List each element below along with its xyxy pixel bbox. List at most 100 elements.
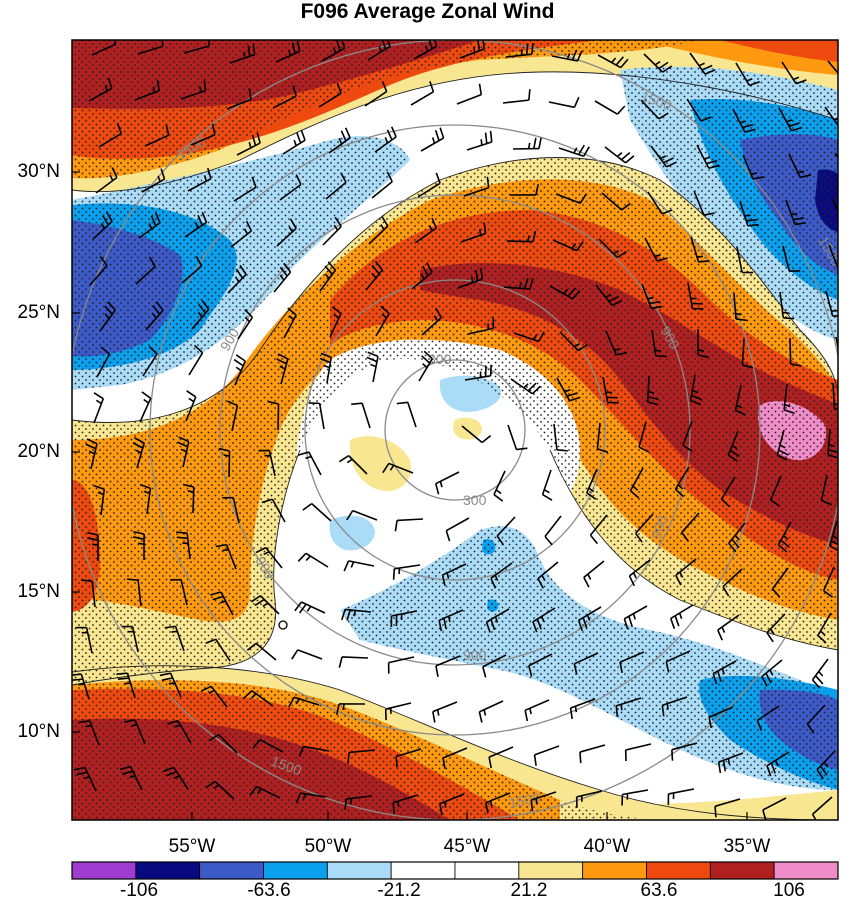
colorbar-label: 106 xyxy=(749,880,829,902)
wind-field: 300 300 900 900 900 900 900 1500 1500 15… xyxy=(65,33,855,823)
wind-barb-feather xyxy=(746,220,757,221)
colorbar-swatch xyxy=(519,862,583,879)
colorbar-swatch xyxy=(391,862,455,879)
wind-barb-feather xyxy=(223,550,229,551)
wind-barb-feather xyxy=(783,318,794,319)
lat-label-10n: 10°N xyxy=(0,721,60,743)
wind-barb-staff xyxy=(342,657,368,658)
wind-barb-feather xyxy=(162,35,163,46)
colorbar-swatch xyxy=(710,862,774,879)
wind-barb-feather xyxy=(532,43,533,54)
lon-label-40w: 40°W xyxy=(567,836,647,858)
wind-barb-feather xyxy=(72,679,83,680)
colorbar-label: -21.2 xyxy=(359,880,439,902)
wind-barb-feather xyxy=(345,799,346,810)
wind-barb-feather xyxy=(667,704,668,710)
wind-barb-feather xyxy=(839,267,850,269)
lon-label-50w: 50°W xyxy=(288,836,368,858)
wind-barb-feather xyxy=(394,569,395,580)
wind-barb-feather xyxy=(842,215,853,218)
wind-barb-feather xyxy=(445,802,446,808)
wind-barb-feather xyxy=(575,706,576,712)
wind-barb-feather xyxy=(522,49,523,55)
wind-barb-feather xyxy=(844,219,855,222)
wind-barb-feather xyxy=(131,725,137,726)
colorbar-label: -106 xyxy=(99,880,179,902)
wind-barb-feather xyxy=(698,261,709,262)
colorbar-swatch xyxy=(264,862,328,879)
wind-barb-staff xyxy=(278,404,279,430)
wind-barb-feather xyxy=(153,87,154,93)
wind-barb-staff xyxy=(790,338,791,364)
ring-label: 900 xyxy=(463,647,487,663)
wind-barb-staff xyxy=(193,487,194,513)
wind-barb-feather xyxy=(116,673,127,674)
colorbar-swatch xyxy=(200,862,264,879)
wind-barb-staff xyxy=(507,241,533,242)
wind-barb-feather xyxy=(697,256,703,257)
wind-barb-feather xyxy=(656,356,667,357)
wind-barb-feather xyxy=(491,801,492,807)
wind-barb-feather xyxy=(736,314,742,315)
wind-barb-feather xyxy=(536,798,537,804)
colorbar-swatch xyxy=(455,862,519,879)
colorbar-swatch xyxy=(583,862,647,879)
wind-barb-feather xyxy=(176,532,187,533)
wind-barb-feather xyxy=(621,704,622,710)
wind-barb-feather xyxy=(118,678,129,679)
wind-barb-feather xyxy=(351,403,362,404)
colorbar-swatch xyxy=(647,862,711,879)
wind-barb-feather xyxy=(481,139,482,145)
wind-barb-feather xyxy=(396,757,397,768)
lat-label-25n: 25°N xyxy=(0,302,60,324)
colorbar-label: -63.6 xyxy=(229,880,309,902)
wind-barb-feather xyxy=(438,710,439,716)
wind-barb-feather xyxy=(616,706,617,717)
wind-barb-feather xyxy=(200,86,201,92)
colorbar-swatch xyxy=(72,862,136,879)
wind-barb-feather xyxy=(648,298,654,299)
ring-label: 300 xyxy=(463,492,487,508)
wind-barb-feather xyxy=(529,89,530,100)
wind-barb-feather xyxy=(81,580,92,581)
wind-barb-feather xyxy=(86,726,92,727)
colorbar-swatch xyxy=(136,862,200,879)
wind-barb-feather xyxy=(182,543,188,544)
wind-barb-feather xyxy=(841,74,846,77)
wind-barb-feather xyxy=(480,229,481,235)
wind-barb-feather xyxy=(177,537,188,538)
storm-center-marker xyxy=(279,621,287,629)
wind-barb-feather xyxy=(472,277,473,283)
wind-barb-feather xyxy=(351,798,352,804)
wind-barb-staff xyxy=(229,451,230,477)
wind-barb-feather xyxy=(751,173,757,174)
wind-barb-feather xyxy=(474,47,475,53)
lon-label-55w: 55°W xyxy=(152,836,232,858)
lat-label-20n: 20°N xyxy=(0,441,60,463)
colorbar xyxy=(72,862,838,879)
wind-barb-feather xyxy=(715,806,716,817)
colorbar-swatch xyxy=(774,862,838,879)
lon-label-45w: 45°W xyxy=(427,836,507,858)
wind-barb-feather xyxy=(124,683,130,684)
wind-barb-feather xyxy=(127,579,138,580)
wind-barb-feather xyxy=(748,225,759,226)
lon-label-35w: 35°W xyxy=(707,836,787,858)
wind-barb-feather xyxy=(557,450,568,451)
wind-barb-feather xyxy=(834,404,840,405)
wind-barb-feather xyxy=(171,631,177,632)
colorbar-swatch xyxy=(327,862,391,879)
wind-barb-feather xyxy=(846,168,852,170)
wind-barb-feather xyxy=(791,214,797,215)
lat-label-30n: 30°N xyxy=(0,161,60,183)
wind-barb-feather xyxy=(78,684,84,685)
wind-barb-feather xyxy=(849,171,855,175)
wind-barb-feather xyxy=(839,211,845,213)
colorbar-label: 63.6 xyxy=(619,880,699,902)
wind-barb-feather xyxy=(529,143,530,149)
wind-barb-feather xyxy=(845,76,855,81)
wind-barb-feather xyxy=(580,752,581,763)
wind-barb-feather xyxy=(745,215,751,216)
colorbar-label: 21.2 xyxy=(489,880,569,902)
